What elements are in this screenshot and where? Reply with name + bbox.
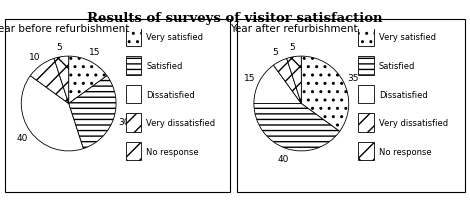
Wedge shape [54, 57, 69, 104]
Text: Dissatisfied: Dissatisfied [146, 90, 195, 99]
FancyBboxPatch shape [358, 114, 374, 132]
FancyBboxPatch shape [358, 29, 374, 47]
Text: 10: 10 [29, 53, 40, 62]
Text: Year before refurbishment: Year before refurbishment [0, 24, 130, 34]
Text: 35: 35 [347, 73, 359, 82]
Text: No response: No response [379, 147, 431, 156]
Text: 30: 30 [118, 117, 129, 126]
Text: 40: 40 [16, 133, 28, 142]
Text: 15: 15 [89, 48, 101, 57]
FancyBboxPatch shape [358, 142, 374, 161]
Text: Very satisfied: Very satisfied [379, 33, 436, 42]
Text: 15: 15 [244, 73, 256, 82]
Text: Year after refurbishment: Year after refurbishment [230, 24, 358, 34]
Wedge shape [254, 66, 301, 104]
Text: 5: 5 [57, 43, 63, 52]
FancyBboxPatch shape [125, 142, 141, 161]
FancyBboxPatch shape [125, 57, 141, 75]
Wedge shape [254, 104, 340, 151]
FancyBboxPatch shape [358, 85, 374, 104]
FancyBboxPatch shape [125, 29, 141, 47]
Text: 5: 5 [272, 48, 278, 57]
Text: Dissatisfied: Dissatisfied [379, 90, 427, 99]
Text: 5: 5 [290, 43, 295, 52]
FancyBboxPatch shape [125, 114, 141, 132]
Wedge shape [301, 57, 349, 132]
Wedge shape [69, 76, 116, 149]
Text: Very dissatisfied: Very dissatisfied [379, 119, 448, 127]
Text: Satisfied: Satisfied [146, 62, 182, 71]
Wedge shape [274, 59, 301, 104]
Wedge shape [30, 59, 69, 104]
Text: No response: No response [146, 147, 199, 156]
FancyBboxPatch shape [358, 57, 374, 75]
FancyBboxPatch shape [125, 85, 141, 104]
Wedge shape [69, 57, 107, 104]
Text: 40: 40 [278, 154, 289, 163]
Text: Very dissatisfied: Very dissatisfied [146, 119, 215, 127]
Text: Very satisfied: Very satisfied [146, 33, 203, 42]
Text: Results of surveys of visitor satisfaction: Results of surveys of visitor satisfacti… [87, 12, 383, 25]
Wedge shape [287, 57, 301, 104]
Text: Satisfied: Satisfied [379, 62, 415, 71]
Wedge shape [21, 76, 83, 151]
